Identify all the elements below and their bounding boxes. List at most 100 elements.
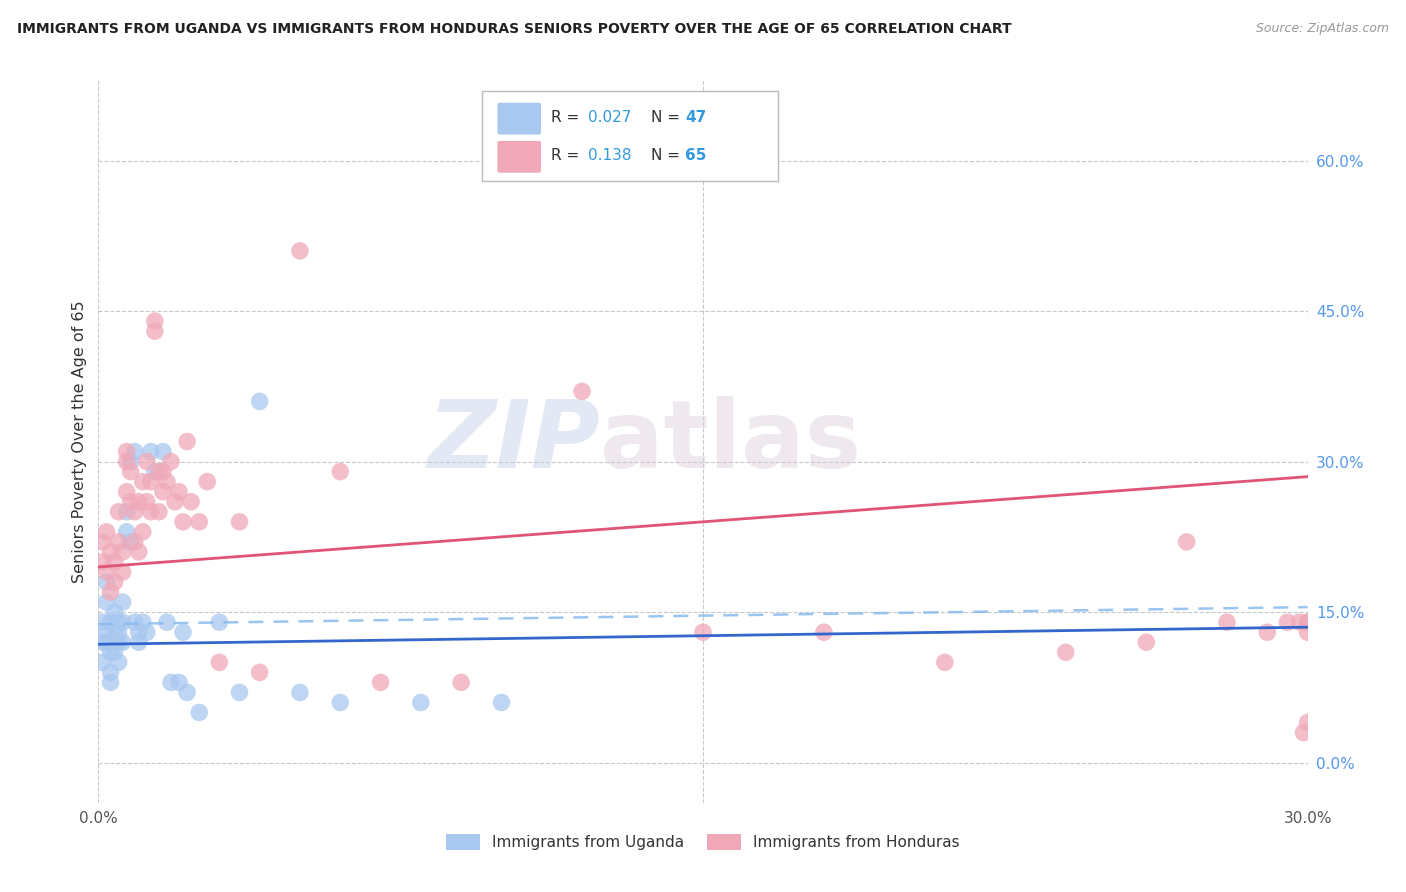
Point	[135, 494, 157, 508]
Point	[1277, 615, 1299, 630]
Text: R =: R =	[551, 148, 583, 163]
Point	[107, 535, 129, 549]
Point	[111, 615, 134, 630]
Point	[934, 655, 956, 669]
Point	[124, 505, 146, 519]
Point	[692, 625, 714, 640]
Point	[107, 615, 129, 630]
Point	[115, 444, 138, 458]
Point	[91, 615, 114, 630]
Point	[128, 625, 150, 640]
Point	[1135, 635, 1157, 649]
Point	[120, 455, 142, 469]
Point	[120, 465, 142, 479]
Point	[124, 444, 146, 458]
Point	[1288, 615, 1310, 630]
Point	[249, 665, 271, 680]
Point	[103, 625, 125, 640]
Point	[128, 545, 150, 559]
Text: R =: R =	[551, 110, 583, 125]
Text: 0.138: 0.138	[588, 148, 631, 163]
Point	[111, 565, 134, 579]
Point	[176, 434, 198, 449]
Point	[152, 465, 174, 479]
Point	[111, 595, 134, 609]
Point	[172, 515, 194, 529]
Text: ZIP: ZIP	[427, 395, 600, 488]
Point	[91, 655, 114, 669]
Point	[1054, 645, 1077, 659]
Point	[167, 484, 190, 499]
Point	[1175, 535, 1198, 549]
Point	[188, 515, 211, 529]
Point	[111, 545, 134, 559]
Point	[180, 494, 202, 508]
Point	[195, 475, 218, 489]
Point	[156, 475, 179, 489]
Text: Source: ZipAtlas.com: Source: ZipAtlas.com	[1256, 22, 1389, 36]
Point	[1296, 625, 1319, 640]
Point	[160, 455, 183, 469]
Point	[128, 635, 150, 649]
Text: IMMIGRANTS FROM UGANDA VS IMMIGRANTS FROM HONDURAS SENIORS POVERTY OVER THE AGE : IMMIGRANTS FROM UGANDA VS IMMIGRANTS FRO…	[17, 22, 1011, 37]
Point	[167, 675, 190, 690]
Point	[208, 615, 231, 630]
Point	[152, 484, 174, 499]
Point	[96, 635, 118, 649]
Point	[1216, 615, 1239, 630]
FancyBboxPatch shape	[498, 141, 541, 173]
Point	[176, 685, 198, 699]
Point	[135, 625, 157, 640]
Point	[329, 465, 352, 479]
Point	[1256, 625, 1278, 640]
Point	[139, 444, 162, 458]
FancyBboxPatch shape	[482, 91, 778, 181]
Point	[91, 535, 114, 549]
Point	[128, 494, 150, 508]
Point	[135, 455, 157, 469]
Point	[1296, 615, 1319, 630]
Point	[132, 475, 155, 489]
Point	[160, 675, 183, 690]
Text: 0.027: 0.027	[588, 110, 631, 125]
Text: atlas: atlas	[600, 395, 862, 488]
Point	[91, 635, 114, 649]
Point	[156, 615, 179, 630]
Point	[107, 625, 129, 640]
Point	[409, 696, 432, 710]
Point	[148, 465, 170, 479]
Y-axis label: Seniors Poverty Over the Age of 65: Seniors Poverty Over the Age of 65	[72, 301, 87, 582]
Point	[115, 484, 138, 499]
Point	[172, 625, 194, 640]
Point	[813, 625, 835, 640]
Point	[111, 635, 134, 649]
Point	[148, 505, 170, 519]
Point	[152, 444, 174, 458]
Point	[103, 555, 125, 569]
Point	[124, 615, 146, 630]
Point	[132, 524, 155, 539]
Point	[115, 524, 138, 539]
Point	[100, 585, 122, 599]
Point	[107, 655, 129, 669]
Point	[124, 535, 146, 549]
Point	[288, 244, 311, 258]
FancyBboxPatch shape	[498, 103, 541, 135]
Point	[139, 505, 162, 519]
Point	[100, 675, 122, 690]
Point	[288, 685, 311, 699]
Point	[100, 545, 122, 559]
Point	[228, 685, 250, 699]
Text: 47: 47	[685, 110, 706, 125]
Point	[143, 465, 166, 479]
Point	[103, 645, 125, 659]
Point	[143, 324, 166, 338]
Point	[100, 645, 122, 659]
Text: N =: N =	[651, 110, 685, 125]
Point	[163, 494, 186, 508]
Point	[96, 595, 118, 609]
Point	[107, 635, 129, 649]
Point	[96, 524, 118, 539]
Point	[571, 384, 593, 399]
Point	[139, 475, 162, 489]
